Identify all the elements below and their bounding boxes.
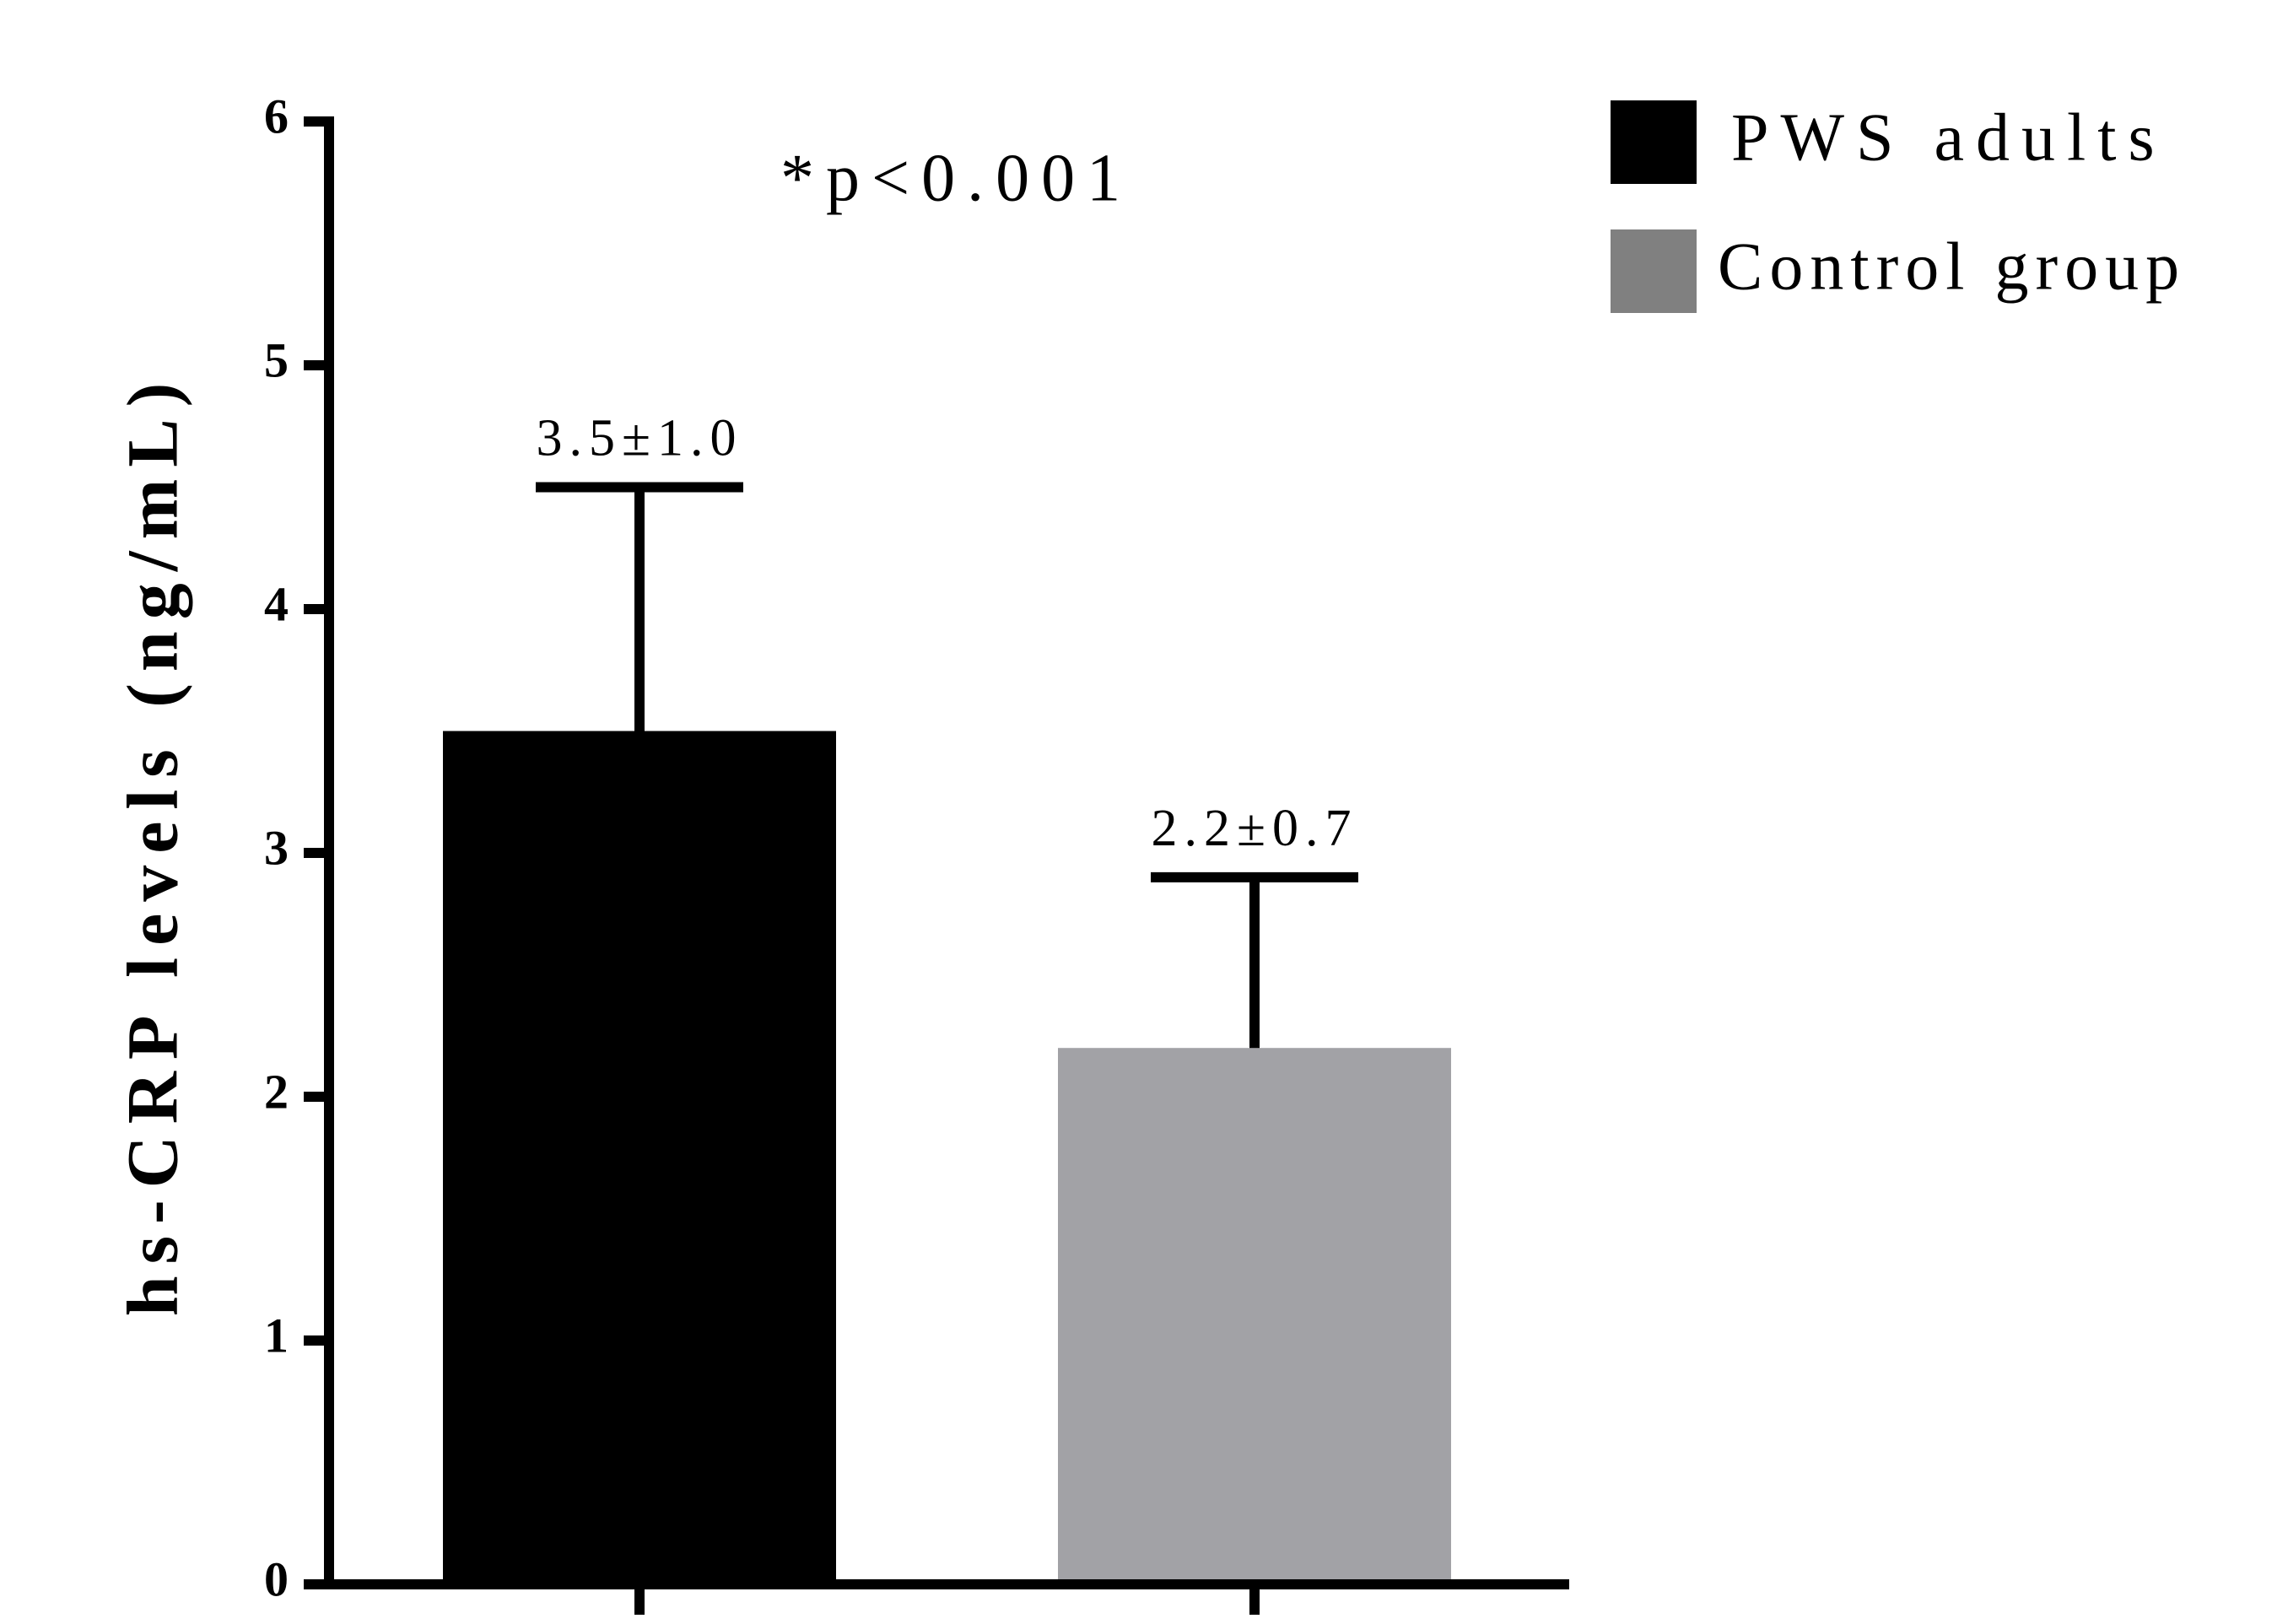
annotation: *p<0.001 xyxy=(780,141,1132,215)
y-axis-label: hs-CRP levels (ng/mL) xyxy=(112,371,193,1317)
legend-swatch xyxy=(1611,100,1697,184)
bar xyxy=(1058,1048,1451,1584)
bar xyxy=(443,731,836,1584)
y-tick-label: 4 xyxy=(264,576,289,631)
y-tick-label: 3 xyxy=(264,820,289,875)
y-tick-label: 1 xyxy=(264,1308,289,1362)
value-label: 3.5±1.0 xyxy=(536,410,742,467)
y-tick-label: 2 xyxy=(264,1064,289,1119)
legend-label: PWS adults xyxy=(1731,100,2167,175)
y-tick-label: 5 xyxy=(264,332,289,387)
legend-swatch xyxy=(1611,229,1697,313)
y-tick-label: 0 xyxy=(264,1551,289,1606)
y-tick-label: 6 xyxy=(264,89,289,143)
legend-label: Control group xyxy=(1718,229,2186,304)
value-label: 2.2±0.7 xyxy=(1151,800,1357,857)
